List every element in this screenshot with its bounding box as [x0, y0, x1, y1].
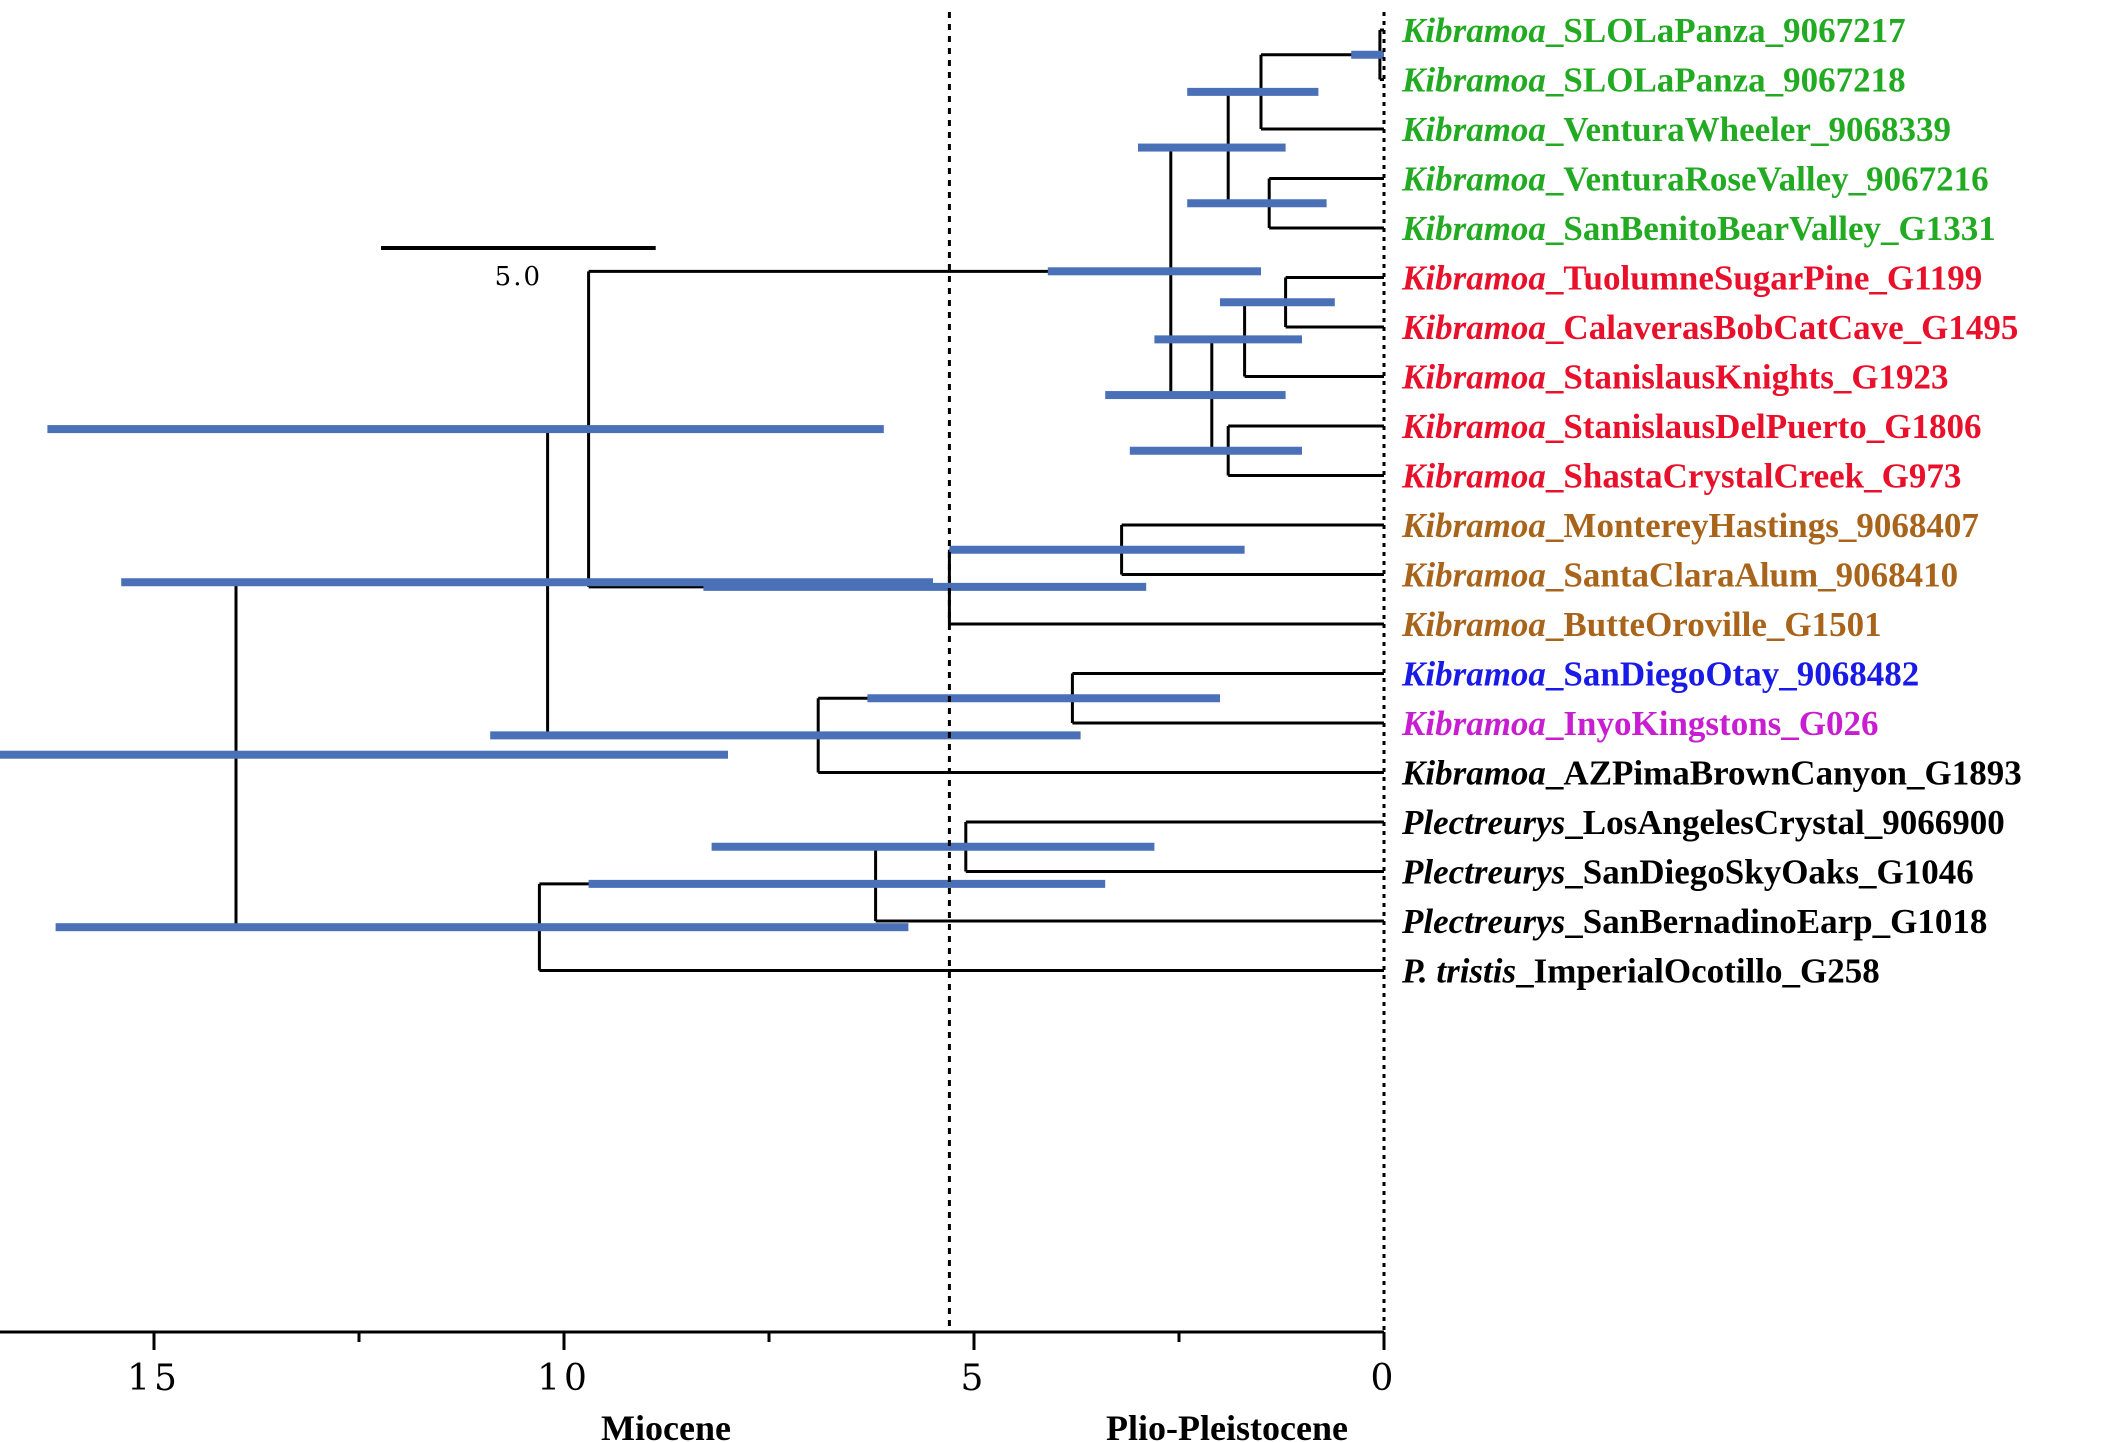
tip-locality: _SanBenitoBearValley_G1331	[1545, 209, 1996, 248]
tip-genus: Kibramoa	[1401, 110, 1546, 149]
tip-locality: _LosAngelesCrystal_9066900	[1564, 803, 2004, 842]
tip-label: Plectreurys_LosAngelesCrystal_9066900	[1401, 803, 2005, 842]
tip-genus: Kibramoa	[1401, 308, 1546, 347]
hpd-bar-n13	[867, 694, 1220, 703]
tip-label: Kibramoa_ButteOroville_G1501	[1401, 605, 1882, 644]
tip-locality: _SanDiegoOtay_9068482	[1545, 655, 1919, 694]
tip-genus: Kibramoa	[1401, 506, 1546, 545]
tip-locality: _StanislausDelPuerto_G1806	[1545, 407, 1982, 446]
tip-locality: _TuolumneSugarPine_G1199	[1545, 259, 1982, 298]
axis-tick-label: 0	[1371, 1358, 1398, 1399]
hpd-bar-n19	[0, 750, 728, 759]
tip-label: Kibramoa_SLOLaPanza_9067218	[1401, 61, 1906, 100]
tip-locality: _InyoKingstons_G026	[1545, 704, 1879, 743]
epoch-label-miocene: Miocene	[601, 1408, 731, 1442]
hpd-bar-n4	[1138, 143, 1286, 152]
scale-bar: 5.0	[381, 246, 656, 292]
hpd-bar-n6	[1154, 335, 1302, 344]
tip-genus: Kibramoa	[1401, 457, 1546, 496]
tip-label: Kibramoa_SanBenitoBearValley_G1331	[1401, 209, 1996, 248]
axis-tick-label: 15	[127, 1358, 181, 1399]
tip-locality: _VenturaWheeler_9068339	[1545, 110, 1951, 149]
tip-label: Kibramoa_StanislausKnights_G1923	[1401, 358, 1949, 397]
tip-locality: _SantaClaraAlum_9068410	[1545, 556, 1958, 595]
tip-locality: _SLOLaPanza_9067217	[1545, 11, 1906, 50]
tip-genus: Kibramoa	[1401, 160, 1546, 199]
hpd-bar-n18	[55, 923, 909, 932]
hpd-bar-n15	[121, 578, 933, 587]
tip-label: Kibramoa_SLOLaPanza_9067217	[1401, 11, 1906, 50]
tip-genus: Kibramoa	[1401, 655, 1546, 694]
tip-genus: Kibramoa	[1401, 61, 1546, 100]
tip-genus: Plectreurys	[1401, 902, 1565, 941]
tip-genus: Kibramoa	[1401, 754, 1546, 793]
hpd-bar-n3	[1187, 199, 1327, 208]
tip-genus: Plectreurys	[1401, 803, 1565, 842]
tip-label: Kibramoa_AZPimaBrownCanyon_G1893	[1401, 754, 2022, 793]
tip-locality: _CalaverasBobCatCave_G1495	[1545, 308, 2018, 347]
hpd-bar-n1	[1351, 50, 1384, 59]
tip-label: Kibramoa_MontereyHastings_9068407	[1401, 506, 1979, 545]
tip-locality: _SanBernadinoEarp_G1018	[1564, 902, 1987, 941]
tip-genus: Kibramoa	[1401, 556, 1546, 595]
tip-label: Kibramoa_StanislausDelPuerto_G1806	[1401, 407, 1982, 446]
hpd-bar-n12	[47, 425, 884, 434]
tip-genus: Plectreurys	[1401, 853, 1565, 892]
tip-genus: Kibramoa	[1401, 259, 1546, 298]
tip-locality: _VenturaRoseValley_9067216	[1545, 160, 1989, 199]
tip-label: P. tristis_ImperialOcotillo_G258	[1401, 952, 1880, 991]
tip-genus: Kibramoa	[1401, 11, 1546, 50]
tip-genus: Kibramoa	[1401, 358, 1546, 397]
tip-label: Kibramoa_TuolumneSugarPine_G1199	[1401, 259, 1982, 298]
hpd-bar-n16	[711, 842, 1155, 851]
hpd-bar-n11	[703, 582, 1147, 591]
tip-genus: Kibramoa	[1401, 407, 1546, 446]
tip-label: Kibramoa_ShastaCrystalCreek_G973	[1401, 457, 1961, 496]
tip-locality: _StanislausKnights_G1923	[1545, 358, 1949, 397]
tree-branches	[234, 28, 1384, 972]
tip-label: Kibramoa_VenturaRoseValley_9067216	[1401, 160, 1989, 199]
time-axis: 20151050	[0, 1330, 1398, 1399]
tip-labels: Kibramoa_SLOLaPanza_9067217Kibramoa_SLOL…	[1401, 11, 2022, 991]
hpd-bar-n17	[588, 879, 1106, 888]
hpd-bars	[0, 50, 1384, 932]
tip-locality: _MontereyHastings_9068407	[1545, 506, 1979, 545]
tip-label: Kibramoa_SantaClaraAlum_9068410	[1401, 556, 1958, 595]
tip-genus: Kibramoa	[1401, 209, 1546, 248]
tip-genus: Kibramoa	[1401, 605, 1546, 644]
hpd-bar-n14	[490, 731, 1081, 740]
tip-locality: _AZPimaBrownCanyon_G1893	[1545, 754, 2022, 793]
tip-label: Kibramoa_VenturaWheeler_9068339	[1401, 110, 1951, 149]
tip-locality: _ButteOroville_G1501	[1545, 605, 1882, 644]
tip-label: Plectreurys_SanDiegoSkyOaks_G1046	[1401, 853, 1974, 892]
tip-locality: _ImperialOcotillo_G258	[1515, 952, 1880, 991]
tip-locality: _ShastaCrystalCreek_G973	[1545, 457, 1961, 496]
hpd-bar-n10	[949, 545, 1245, 554]
tip-genus: Kibramoa	[1401, 704, 1546, 743]
tip-locality: _SLOLaPanza_9067218	[1545, 61, 1906, 100]
axis-tick-label: 10	[537, 1358, 591, 1399]
hpd-bar-n2	[1187, 87, 1319, 96]
tip-label: Kibramoa_InyoKingstons_G026	[1401, 704, 1879, 743]
hpd-bar-n5	[1220, 298, 1335, 307]
axis-ticks: 20151050	[127, 1332, 1398, 1399]
tip-label: Plectreurys_SanBernadinoEarp_G1018	[1401, 902, 1987, 941]
hpd-bar-n8	[1105, 391, 1286, 400]
epoch-label-plio-pleistocene: Plio-Pleistocene	[1106, 1408, 1348, 1442]
hpd-bar-n7	[1129, 446, 1302, 455]
axis-tick-label: 5	[961, 1358, 988, 1399]
hpd-bar-n9	[1047, 267, 1261, 276]
tip-label: Kibramoa_SanDiegoOtay_9068482	[1401, 655, 1919, 694]
tip-locality: _SanDiegoSkyOaks_G1046	[1564, 853, 1973, 892]
tip-genus: P. tristis	[1401, 952, 1516, 991]
scale-bar-label: 5.0	[495, 262, 542, 292]
tip-label: Kibramoa_CalaverasBobCatCave_G1495	[1401, 308, 2018, 347]
